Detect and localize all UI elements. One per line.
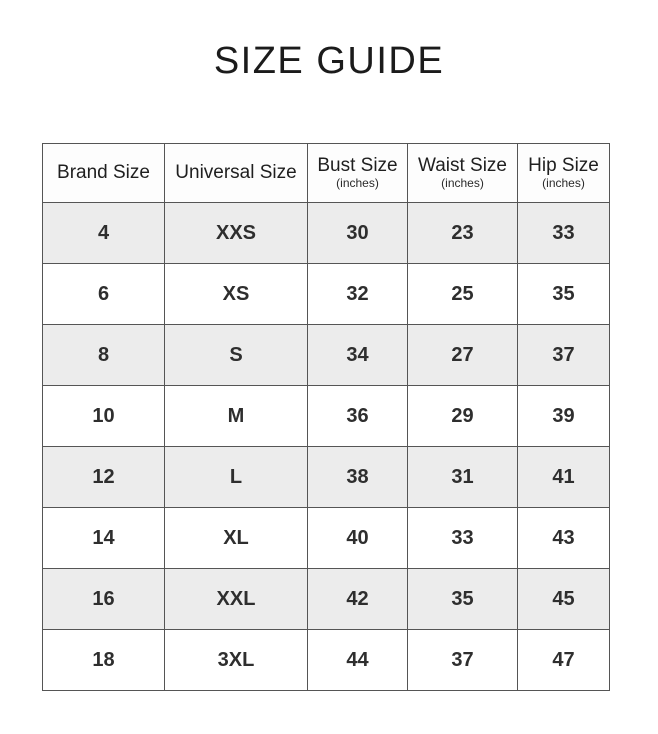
table-cell: 33 bbox=[517, 202, 610, 264]
table-row: 18 3XL 44 37 47 bbox=[42, 629, 610, 691]
table-cell: 44 bbox=[307, 629, 408, 691]
table-cell: 39 bbox=[517, 385, 610, 447]
column-label: Bust Size bbox=[317, 155, 398, 177]
table-cell: 37 bbox=[407, 629, 518, 691]
table-cell: 25 bbox=[407, 263, 518, 325]
table-cell: 16 bbox=[42, 568, 165, 630]
table-cell: 33 bbox=[407, 507, 518, 569]
column-header-waist-size: Waist Size (inches) bbox=[407, 143, 518, 203]
column-unit-label: (inches) bbox=[336, 176, 379, 191]
column-header-brand-size: Brand Size bbox=[42, 143, 165, 203]
table-cell: XS bbox=[164, 263, 308, 325]
table-cell: XL bbox=[164, 507, 308, 569]
table-cell: 42 bbox=[307, 568, 408, 630]
table-header: Brand Size Universal Size Bust Size (inc… bbox=[42, 143, 610, 203]
page-title: SIZE GUIDE bbox=[213, 40, 445, 82]
table-cell: 35 bbox=[407, 568, 518, 630]
table-row: 8 S 34 27 37 bbox=[42, 324, 610, 386]
table-cell: 35 bbox=[517, 263, 610, 325]
table-row: 10 M 36 29 39 bbox=[42, 385, 610, 447]
table-cell: 18 bbox=[42, 629, 165, 691]
table-cell: 31 bbox=[407, 446, 518, 508]
table-row: 16 XXL 42 35 45 bbox=[42, 568, 610, 630]
table-cell: 23 bbox=[407, 202, 518, 264]
table-cell: 43 bbox=[517, 507, 610, 569]
table-cell: S bbox=[164, 324, 308, 386]
header-row: Brand Size Universal Size Bust Size (inc… bbox=[42, 143, 610, 203]
table-cell: 8 bbox=[42, 324, 165, 386]
table-cell: 37 bbox=[517, 324, 610, 386]
column-unit-label: (inches) bbox=[441, 176, 484, 191]
table-cell: 45 bbox=[517, 568, 610, 630]
table-cell: 14 bbox=[42, 507, 165, 569]
table-cell: 12 bbox=[42, 446, 165, 508]
table-cell: L bbox=[164, 446, 308, 508]
table-row: 14 XL 40 33 43 bbox=[42, 507, 610, 569]
column-label: Universal Size bbox=[175, 162, 297, 184]
table-cell: 3XL bbox=[164, 629, 308, 691]
table-cell: 4 bbox=[42, 202, 165, 264]
column-header-hip-size: Hip Size (inches) bbox=[517, 143, 610, 203]
table-cell: M bbox=[164, 385, 308, 447]
table-cell: 38 bbox=[307, 446, 408, 508]
table-cell: 30 bbox=[307, 202, 408, 264]
table-cell: 29 bbox=[407, 385, 518, 447]
table-cell: 34 bbox=[307, 324, 408, 386]
table-body: 4 XXS 30 23 33 6 XS 32 25 35 8 S 34 27 3… bbox=[42, 202, 610, 691]
table-row: 4 XXS 30 23 33 bbox=[42, 202, 610, 264]
table-row: 12 L 38 31 41 bbox=[42, 446, 610, 508]
column-label: Waist Size bbox=[417, 155, 508, 177]
table-cell: XXL bbox=[164, 568, 308, 630]
column-header-universal-size: Universal Size bbox=[164, 143, 308, 203]
table-cell: 6 bbox=[42, 263, 165, 325]
table-row: 6 XS 32 25 35 bbox=[42, 263, 610, 325]
size-guide-table: Brand Size Universal Size Bust Size (inc… bbox=[42, 143, 610, 691]
column-label: Brand Size bbox=[57, 162, 150, 184]
column-label: Hip Size bbox=[528, 155, 599, 177]
table-cell: XXS bbox=[164, 202, 308, 264]
table-cell: 32 bbox=[307, 263, 408, 325]
table-cell: 41 bbox=[517, 446, 610, 508]
table-cell: 10 bbox=[42, 385, 165, 447]
column-unit-label: (inches) bbox=[542, 176, 585, 191]
table-cell: 40 bbox=[307, 507, 408, 569]
table-cell: 47 bbox=[517, 629, 610, 691]
column-header-bust-size: Bust Size (inches) bbox=[307, 143, 408, 203]
table-cell: 36 bbox=[307, 385, 408, 447]
table-cell: 27 bbox=[407, 324, 518, 386]
